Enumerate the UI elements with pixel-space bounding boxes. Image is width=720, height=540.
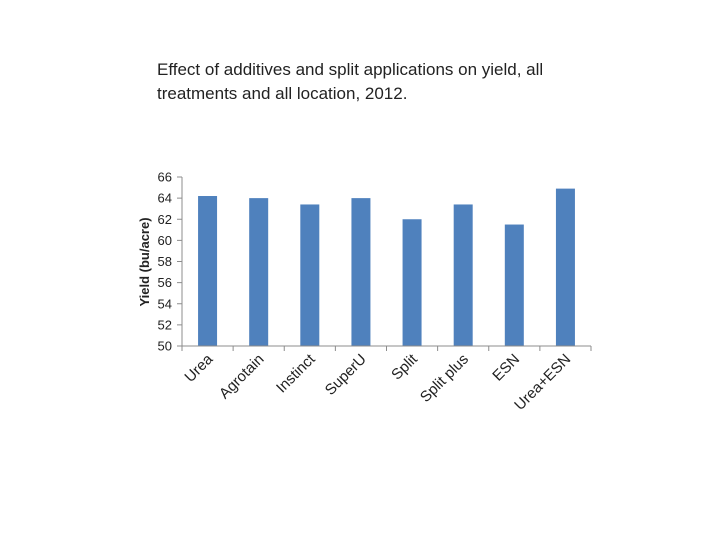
y-tick-label: 60 (158, 233, 172, 248)
bar-split-plus (453, 204, 473, 346)
bar-split (402, 219, 422, 346)
bar-urea (198, 196, 218, 346)
bars (198, 188, 575, 346)
x-tick-label: Split (388, 350, 421, 383)
chart-title-line-1: Effect of additives and split applicatio… (157, 60, 544, 79)
chart-title: Effect of additives and split applicatio… (157, 58, 617, 106)
y-tick-label: 62 (158, 212, 172, 227)
y-axis-label: Yield (bu/acre) (137, 217, 152, 306)
y-tick-label: 64 (158, 191, 172, 206)
x-tick-label: Urea+ESN (511, 351, 574, 414)
bar-urea-esn (555, 188, 575, 346)
y-tick-label: 56 (158, 275, 172, 290)
x-tick-label: ESN (489, 351, 523, 385)
bar-instinct (300, 204, 320, 346)
x-tick-label: Instinct (273, 350, 319, 396)
y-tick-label: 54 (158, 296, 172, 311)
bar-superu (351, 198, 371, 346)
chart-title-line-2: treatments and all location, 2012. (157, 84, 408, 103)
y-tick-label: 50 (158, 339, 172, 354)
y-tick-label: 52 (158, 317, 172, 332)
y-axis: 50 52 54 56 58 60 62 64 66 (158, 170, 183, 354)
y-tick-label: 58 (158, 254, 172, 269)
x-tick-label: Agrotain (216, 351, 268, 403)
x-tick-label: Urea (181, 350, 216, 385)
x-tick-label: SuperU (322, 351, 370, 399)
bar-esn (504, 224, 524, 346)
bar-agrotain (249, 198, 269, 346)
y-tick-label: 66 (158, 170, 172, 185)
x-tick-label: Split plus (417, 351, 472, 406)
